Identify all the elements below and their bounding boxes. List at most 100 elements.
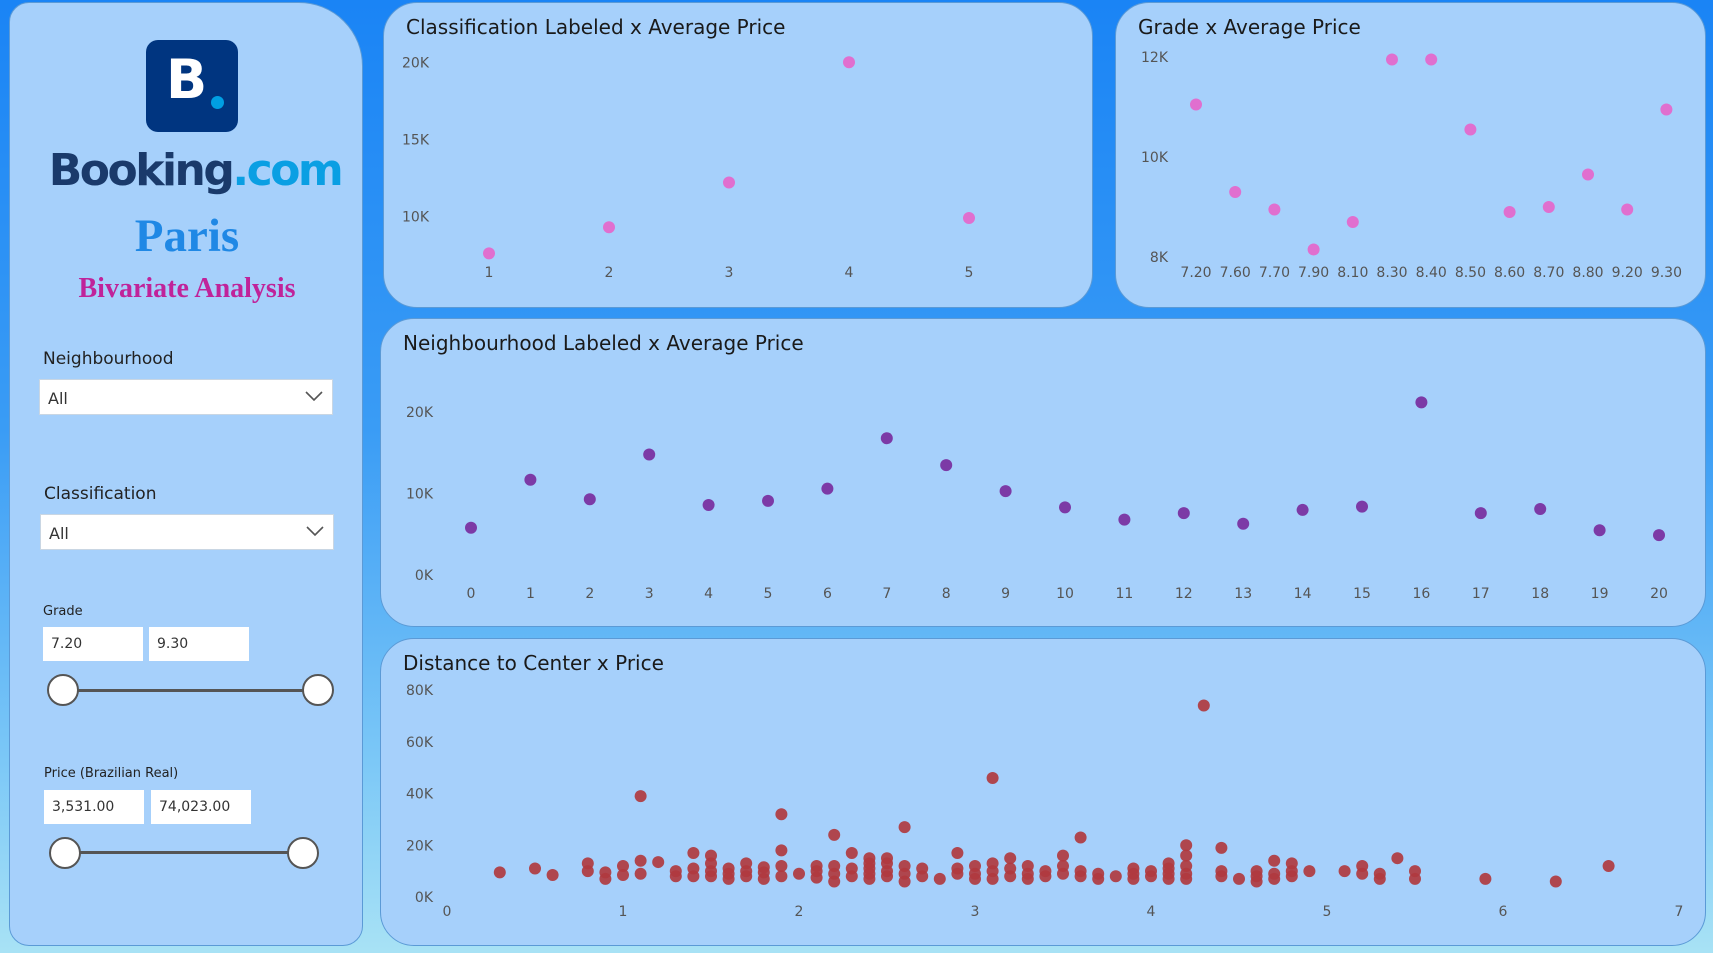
x-tick-label: 5 [1323, 904, 1332, 920]
price-slider-track[interactable] [62, 851, 298, 854]
x-tick-label: 11 [1115, 586, 1133, 602]
data-point [1000, 485, 1012, 497]
classification-price-chart: Classification Labeled x Average Price 1… [383, 2, 1093, 308]
data-point [1145, 865, 1157, 877]
data-point [940, 459, 952, 471]
data-point [775, 870, 787, 882]
x-tick-label: 8.70 [1533, 265, 1564, 281]
x-tick-label: 3 [645, 586, 654, 602]
neighbourhood-price-chart: Neighbourhood Labeled x Average Price 0K… [380, 318, 1706, 627]
x-tick-label: 7.20 [1180, 265, 1211, 281]
data-point [1386, 54, 1398, 66]
data-point [1268, 868, 1280, 880]
x-tick-label: 1 [619, 904, 628, 920]
distance-scatter: 0K 20K 40K 60K 80K 0 1 2 3 4 5 6 7 [381, 639, 1707, 947]
data-point [1415, 396, 1427, 408]
x-tick-label: 15 [1353, 586, 1371, 602]
neighbourhood-scatter: 0K10K20K0 1 2 3 4 5 6 7 8 9 10 11 12 13 14 15 16 17 18 19 20 [381, 319, 1707, 628]
x-tick-label: 6 [1499, 904, 1508, 920]
x-tick-label: 8.50 [1455, 265, 1486, 281]
data-point [703, 499, 715, 511]
data-point [524, 474, 536, 486]
x-tick-label: 2 [795, 904, 804, 920]
data-point [1118, 514, 1130, 526]
data-point [1180, 873, 1192, 885]
y-tick-label: 0K [415, 568, 434, 584]
data-point [603, 221, 615, 233]
data-point [1603, 860, 1615, 872]
data-point [584, 493, 596, 505]
price-max-input[interactable]: 74,023.00 [151, 790, 251, 824]
price-min-input[interactable]: 3,531.00 [44, 790, 144, 824]
x-tick-label: 19 [1591, 586, 1609, 602]
data-point [1409, 865, 1421, 877]
chevron-down-icon [305, 521, 325, 541]
x-tick-label: 8.30 [1376, 265, 1407, 281]
x-tick-label: 5 [764, 586, 773, 602]
neighbourhood-label: Neighbourhood [43, 349, 174, 369]
filter-panel: B Booking.com Paris Bivariate Analysis N… [9, 2, 363, 946]
data-point [1198, 700, 1210, 712]
x-tick-label: 9 [1001, 586, 1010, 602]
price-min-handle[interactable] [49, 837, 81, 869]
data-point [1022, 860, 1034, 872]
data-point [951, 847, 963, 859]
x-tick-label: 2 [605, 265, 614, 281]
data-point [775, 860, 787, 872]
data-point [1180, 839, 1192, 851]
y-tick-label: 12K [1141, 50, 1169, 66]
data-point [1057, 850, 1069, 862]
x-tick-label: 9.20 [1612, 265, 1643, 281]
data-point [1653, 529, 1665, 541]
neighbourhood-dropdown[interactable]: All [39, 379, 333, 415]
data-point [987, 857, 999, 869]
x-tick-label: 8.10 [1337, 265, 1368, 281]
data-point [617, 860, 629, 872]
x-tick-label: 4 [845, 265, 854, 281]
data-point [723, 177, 735, 189]
data-point [1004, 852, 1016, 864]
data-point [635, 790, 647, 802]
data-point [1039, 865, 1051, 877]
y-tick-label: 0K [415, 890, 434, 906]
data-point [1178, 507, 1190, 519]
data-point [723, 863, 735, 875]
price-max-handle[interactable] [287, 837, 319, 869]
data-point [934, 873, 946, 885]
classification-label: Classification [44, 484, 156, 504]
grade-min-handle[interactable] [47, 674, 79, 706]
data-point [843, 56, 855, 68]
data-point [1233, 873, 1245, 885]
data-point [1504, 206, 1516, 218]
x-tick-label: 7 [1675, 904, 1684, 920]
grade-max-handle[interactable] [302, 674, 334, 706]
data-point [1215, 842, 1227, 854]
data-point [1190, 99, 1202, 111]
x-tick-label: 1 [526, 586, 535, 602]
x-tick-label: 3 [725, 265, 734, 281]
classification-dropdown[interactable]: All [40, 514, 334, 550]
grade-price-chart: Grade x Average Price 8K 10K 12K 7.20 7.60 7.… [1115, 2, 1706, 308]
data-point [687, 863, 699, 875]
x-tick-label: 6 [823, 586, 832, 602]
grade-min-input[interactable]: 7.20 [43, 627, 143, 661]
x-tick-label: 4 [1147, 904, 1156, 920]
data-point [951, 863, 963, 875]
x-tick-label: 20 [1650, 586, 1668, 602]
data-point [1594, 524, 1606, 536]
data-point [1163, 857, 1175, 869]
data-point [1308, 244, 1320, 256]
data-point [762, 495, 774, 507]
x-tick-label: 12 [1175, 586, 1193, 602]
data-point [1374, 868, 1386, 880]
x-tick-label: 16 [1412, 586, 1430, 602]
data-point [899, 860, 911, 872]
data-point [635, 855, 647, 867]
chevron-down-icon [304, 386, 324, 406]
data-point [828, 829, 840, 841]
x-tick-label: 8.60 [1494, 265, 1525, 281]
data-point [670, 865, 682, 877]
grade-slider-track[interactable] [60, 689, 314, 692]
grade-max-input[interactable]: 9.30 [149, 627, 249, 661]
x-tick-label: 7 [882, 586, 891, 602]
